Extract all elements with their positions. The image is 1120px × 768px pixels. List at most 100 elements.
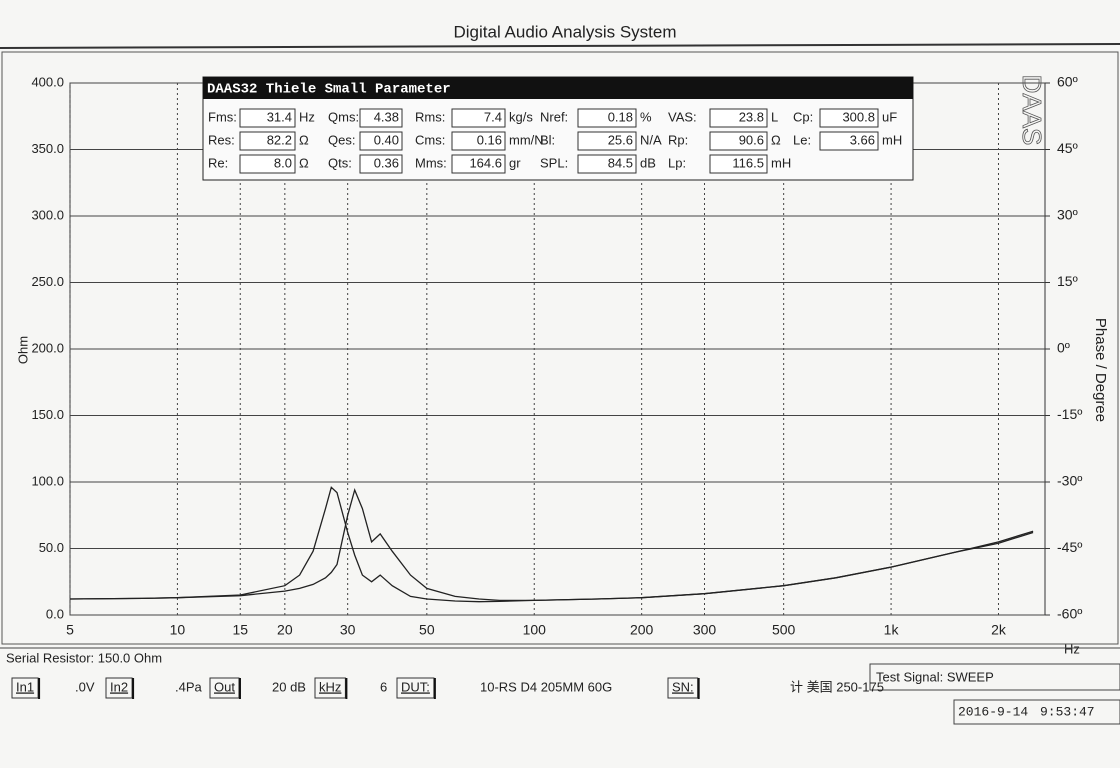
param-unit: L bbox=[771, 109, 778, 124]
param-unit: mH bbox=[882, 132, 902, 147]
param-label: Le: bbox=[793, 132, 811, 147]
y2-axis-label: Phase / Degree bbox=[1092, 318, 1109, 422]
param-label: Res: bbox=[208, 132, 235, 147]
test-signal: Test Signal: SWEEP bbox=[876, 669, 994, 684]
y2-tick-label: -30º bbox=[1057, 473, 1082, 489]
control-text: kHz bbox=[319, 679, 341, 694]
param-value: 0.18 bbox=[608, 109, 633, 124]
x-tick-label: 15 bbox=[232, 622, 248, 638]
param-value-box bbox=[577, 154, 637, 174]
x-tick-label: 200 bbox=[630, 622, 654, 638]
param-value-box bbox=[577, 131, 637, 151]
param-label: Mms: bbox=[415, 155, 447, 170]
y-tick-label: 150.0 bbox=[31, 407, 64, 422]
y2-tick-label: -60º bbox=[1057, 606, 1082, 622]
param-value: 0.16 bbox=[477, 132, 502, 147]
control-text: SN: bbox=[672, 679, 694, 694]
param-unit: uF bbox=[882, 109, 897, 124]
y-tick-label: 0.0 bbox=[46, 606, 64, 621]
x-tick-label: 50 bbox=[419, 622, 435, 638]
param-label: Re: bbox=[208, 155, 228, 170]
param-value-box bbox=[451, 108, 506, 128]
y-tick-label: 350.0 bbox=[31, 141, 64, 156]
param-label: Nref: bbox=[540, 109, 568, 124]
param-value-box bbox=[359, 108, 403, 128]
param-value-box bbox=[709, 154, 768, 174]
param-value-box bbox=[819, 131, 879, 151]
control-text: .4Pa bbox=[175, 679, 203, 694]
x-tick-label: 10 bbox=[170, 622, 186, 638]
y-tick-label: 50.0 bbox=[39, 540, 64, 555]
param-value: 116.5 bbox=[732, 155, 764, 170]
y2-tick-label: 60º bbox=[1057, 74, 1078, 90]
control-text: DUT: bbox=[401, 679, 430, 694]
x-tick-label: 5 bbox=[66, 622, 74, 638]
param-value-box bbox=[451, 131, 506, 151]
chart-title: Digital Audio Analysis System bbox=[454, 22, 677, 41]
frame bbox=[1, 51, 1119, 645]
param-title-bar bbox=[203, 77, 913, 99]
control-text: In1 bbox=[16, 679, 34, 694]
y2-tick-label: 0º bbox=[1057, 340, 1070, 356]
param-unit: % bbox=[640, 109, 652, 124]
param-label: Rp: bbox=[668, 132, 688, 147]
control-text: 20 dB bbox=[272, 679, 306, 694]
param-label: Lp: bbox=[668, 155, 686, 170]
param-value-box bbox=[451, 154, 506, 174]
param-value: 300.8 bbox=[842, 109, 875, 124]
param-value: 23.8 bbox=[739, 109, 764, 124]
param-value: 25.6 bbox=[608, 132, 633, 147]
param-value-box bbox=[577, 108, 637, 128]
param-label: Qts: bbox=[328, 155, 352, 170]
param-label: Fms: bbox=[208, 109, 237, 124]
test-signal-box bbox=[869, 663, 1120, 691]
param-value: 31.4 bbox=[267, 109, 292, 124]
top-rule bbox=[0, 43, 1120, 49]
time: 9:53:47 bbox=[1040, 704, 1095, 719]
y-axis-label: Ohm bbox=[15, 336, 30, 364]
param-label: Cms: bbox=[415, 132, 445, 147]
control-text: 10-RS D4 205MM 60G bbox=[480, 679, 612, 694]
param-unit: Ω bbox=[299, 132, 309, 147]
param-unit: mm/N bbox=[509, 132, 544, 147]
param-value-box bbox=[239, 131, 296, 151]
param-label: Cp: bbox=[793, 109, 813, 124]
x-tick-label: 500 bbox=[772, 622, 796, 638]
control-text: .0V bbox=[75, 679, 95, 694]
param-value: 3.66 bbox=[850, 132, 875, 147]
param-label: VAS: bbox=[668, 109, 697, 124]
param-value-box bbox=[239, 154, 296, 174]
param-unit: Ω bbox=[299, 155, 309, 170]
impedance-curve bbox=[69, 488, 1034, 602]
x-tick-label: 300 bbox=[693, 622, 717, 638]
param-unit: N/A bbox=[640, 132, 662, 147]
param-value: 84.5 bbox=[608, 155, 633, 170]
param-label: Rms: bbox=[415, 109, 445, 124]
param-unit: Ω bbox=[771, 132, 781, 147]
y-tick-label: 250.0 bbox=[31, 274, 64, 289]
param-label: Bl: bbox=[540, 132, 555, 147]
param-unit: kg/s bbox=[509, 109, 533, 124]
param-value: 8.0 bbox=[274, 155, 292, 170]
param-value-box bbox=[239, 108, 296, 128]
control-text: Out bbox=[214, 679, 235, 694]
y-tick-label: 400.0 bbox=[31, 74, 64, 89]
x-unit: Hz bbox=[1064, 641, 1080, 656]
x-tick-label: 1k bbox=[884, 622, 900, 638]
param-value: 164.6 bbox=[469, 155, 502, 170]
y2-tick-label: 15º bbox=[1057, 273, 1078, 289]
serial-resistor: Serial Resistor: 150.0 Ohm bbox=[6, 650, 162, 665]
control-text: 计 美国 250-175 bbox=[790, 679, 884, 694]
param-value-box bbox=[709, 131, 768, 151]
y2-tick-label: -15º bbox=[1057, 406, 1082, 422]
param-value-box bbox=[709, 108, 768, 128]
param-value: 0.40 bbox=[374, 132, 399, 147]
x-tick-label: 100 bbox=[523, 622, 547, 638]
param-unit: Hz bbox=[299, 109, 315, 124]
param-value-box bbox=[819, 108, 879, 128]
y2-tick-label: 45º bbox=[1057, 140, 1078, 156]
x-tick-label: 20 bbox=[277, 622, 293, 638]
y-tick-label: 300.0 bbox=[31, 207, 64, 222]
control-text: In2 bbox=[110, 679, 128, 694]
